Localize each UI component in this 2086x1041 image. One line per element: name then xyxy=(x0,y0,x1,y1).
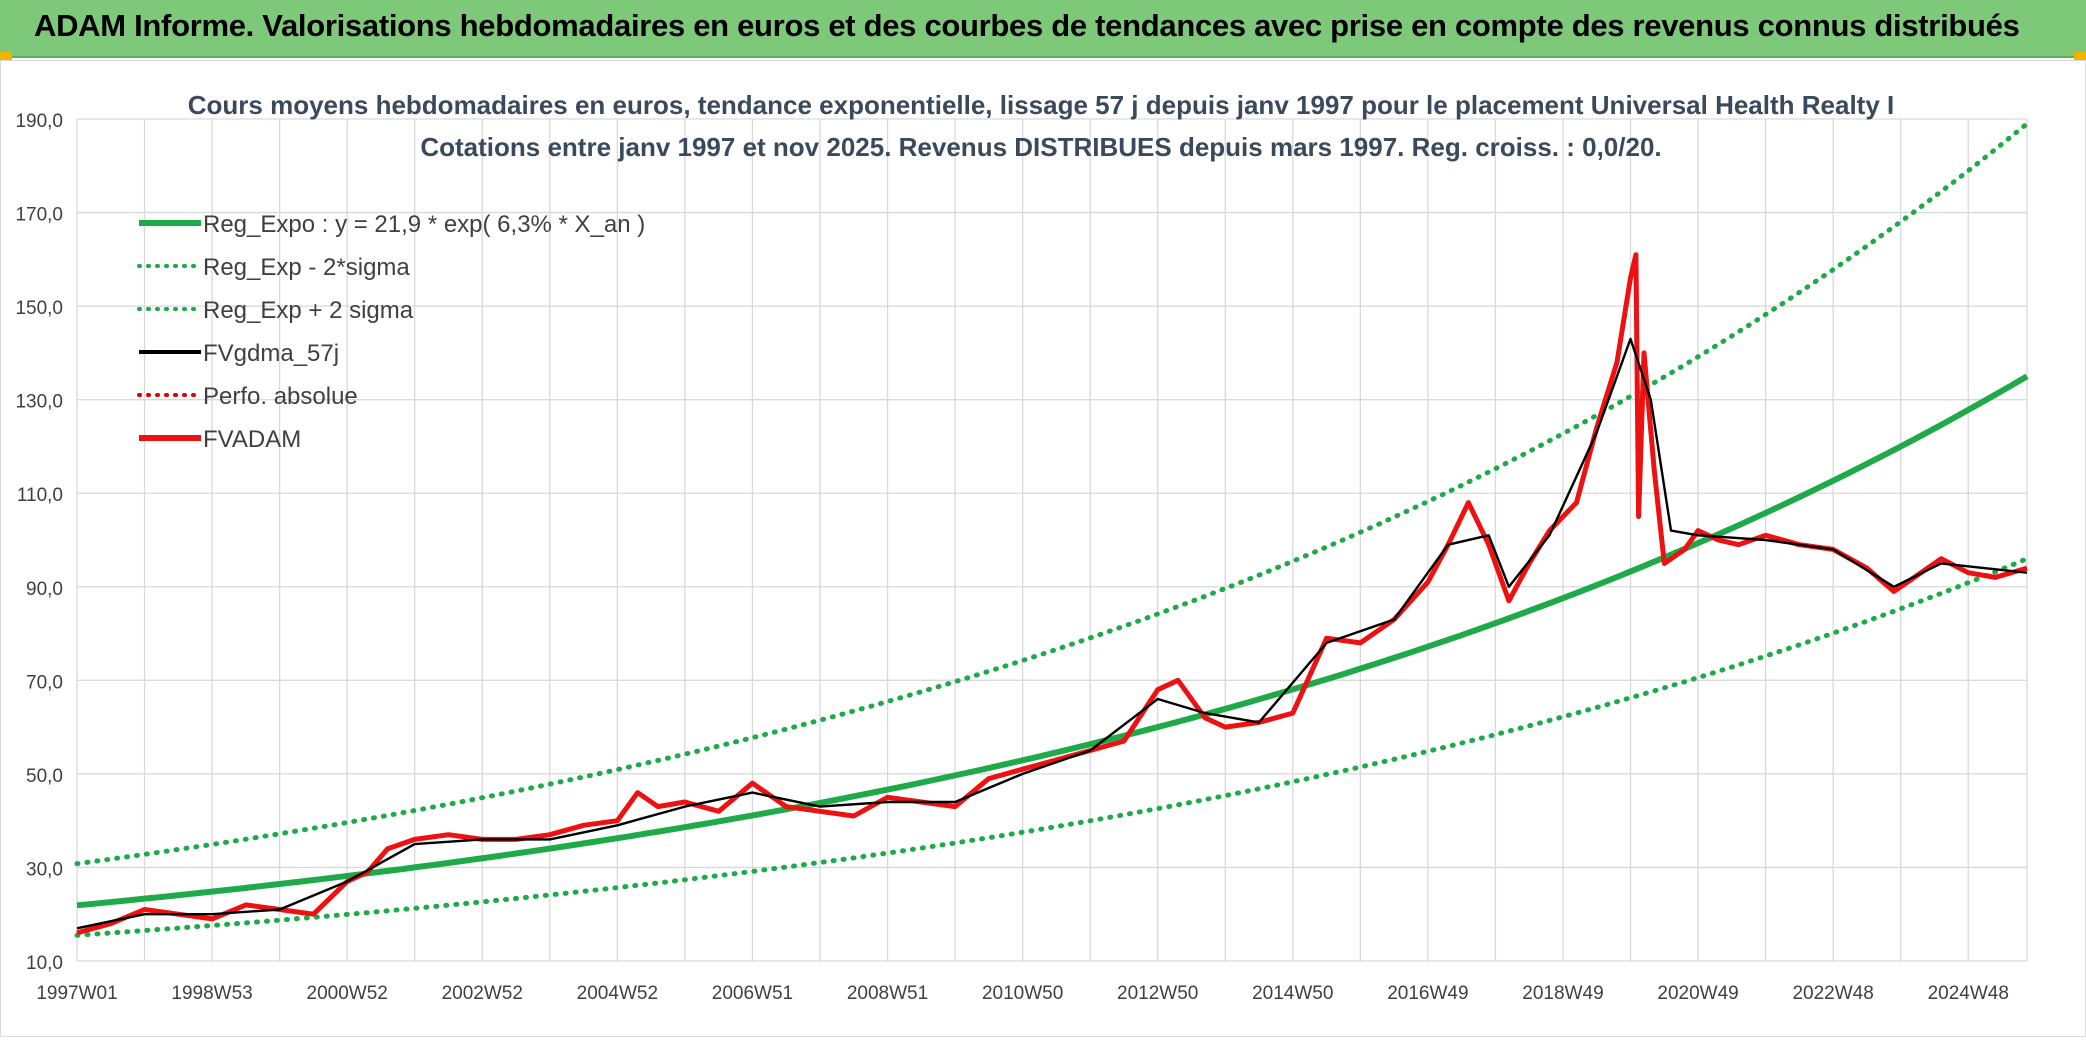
line-chart: 10,0 30,0 50,0 70,0 90,0 110,0 130,0 150,0 170,0… xyxy=(15,90,2030,1004)
x-tick-label: 2000W52 xyxy=(307,983,388,1004)
grid-layer xyxy=(76,118,2028,962)
chart-subtitle: Cotations entre janv 1997 et nov 2025. R… xyxy=(420,132,1661,162)
y-tick-label: 50,0 xyxy=(26,766,63,787)
x-tick-label: 2010W50 xyxy=(982,983,1063,1004)
y-tick-label: 10,0 xyxy=(26,953,63,974)
x-tick-label: 2012W50 xyxy=(1117,983,1198,1004)
series-sigma-minus xyxy=(74,556,2030,938)
y-tick-label: 90,0 xyxy=(26,579,63,600)
legend-label: Reg_Expo : y = 21,9 * exp( 6,3% * X_an ) xyxy=(203,211,645,238)
chart-title: Cours moyens hebdomadaires en euros, ten… xyxy=(188,90,1895,120)
y-tick-label: 170,0 xyxy=(15,205,63,226)
legend-label: Perfo. absolue xyxy=(203,383,358,410)
x-tick-label: 2008W51 xyxy=(847,983,928,1004)
x-tick-label: 2016W49 xyxy=(1387,983,1468,1004)
series-fvgdma xyxy=(76,337,2028,930)
legend-label: FVgdma_57j xyxy=(203,340,339,367)
x-tick-label: 2004W52 xyxy=(577,983,658,1004)
banner-title: ADAM Informe. Valorisations hebdomadaire… xyxy=(34,8,2020,43)
x-tick-label: 1997W01 xyxy=(36,983,117,1004)
legend-label: FVADAM xyxy=(203,426,301,453)
y-tick-label: 30,0 xyxy=(26,859,63,880)
series-sigma-plus xyxy=(74,121,2030,867)
y-tick-label: 130,0 xyxy=(15,392,63,413)
chart-frame: 10,0 30,0 50,0 70,0 90,0 110,0 130,0 150,0 170,0… xyxy=(0,60,2086,1037)
series-reg-expo xyxy=(76,373,2029,909)
axis-layer: 10,0 30,0 50,0 70,0 90,0 110,0 130,0 150,0 170,0… xyxy=(15,111,2008,1004)
x-tick-label: 2022W48 xyxy=(1792,983,1873,1004)
x-tick-label: 2020W49 xyxy=(1657,983,1738,1004)
x-tick-label: 2018W49 xyxy=(1522,983,1603,1004)
y-tick-label: 150,0 xyxy=(15,298,63,319)
series-layer xyxy=(74,121,2030,938)
x-tick-label: 1998W53 xyxy=(171,983,252,1004)
y-tick-label: 190,0 xyxy=(15,111,63,132)
legend: Reg_Expo : y = 21,9 * exp( 6,3% * X_an )… xyxy=(137,211,645,453)
corner-accent-right xyxy=(2074,52,2086,60)
y-tick-label: 110,0 xyxy=(17,485,63,506)
y-tick-label: 70,0 xyxy=(26,672,63,693)
header-banner: ADAM Informe. Valorisations hebdomadaire… xyxy=(0,0,2086,58)
x-tick-label: 2002W52 xyxy=(442,983,523,1004)
x-tick-label: 2024W48 xyxy=(1928,983,2009,1004)
legend-label: Reg_Exp - 2*sigma xyxy=(203,254,410,281)
series-fvadam xyxy=(76,252,2028,936)
legend-label: Reg_Exp + 2 sigma xyxy=(203,297,414,324)
x-tick-label: 2006W51 xyxy=(712,983,793,1004)
x-tick-label: 2014W50 xyxy=(1252,983,1333,1004)
corner-accent-left xyxy=(0,52,12,60)
